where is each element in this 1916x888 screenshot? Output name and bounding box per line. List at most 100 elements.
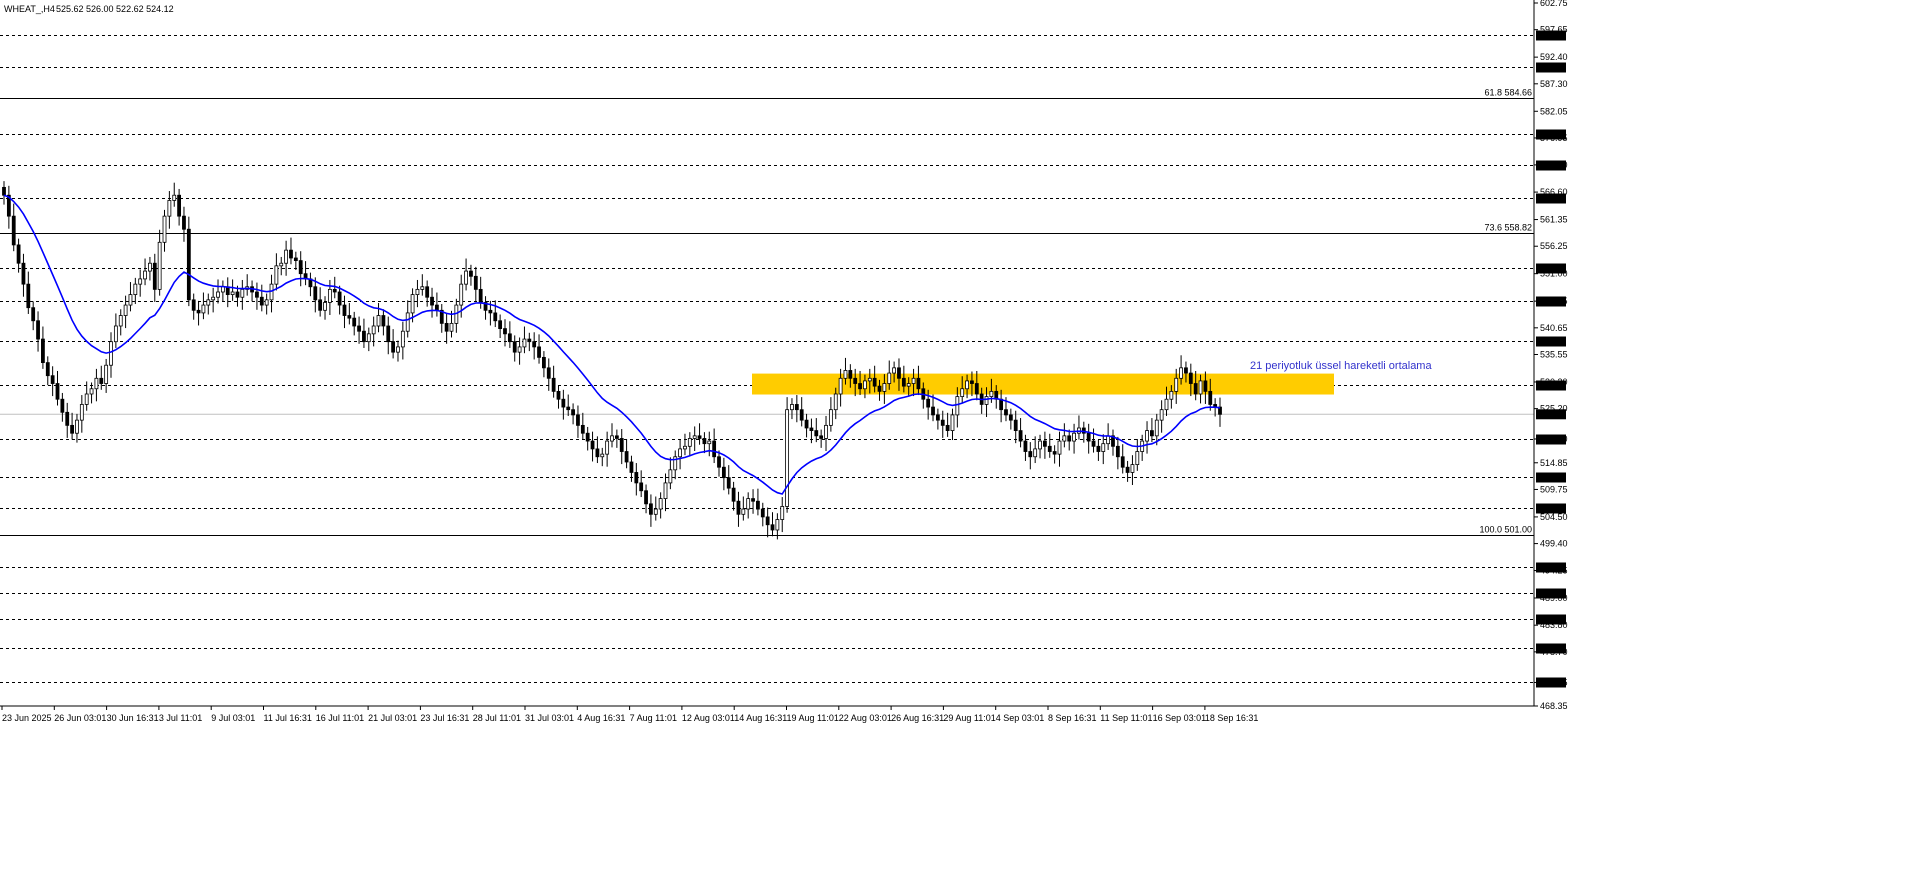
candle-body — [1091, 440, 1096, 447]
candle-body — [712, 440, 717, 458]
candle-body — [848, 370, 853, 379]
candle-body — [887, 372, 892, 384]
candle-body — [84, 393, 89, 405]
candle-body — [483, 302, 488, 311]
symbol-label: WHEAT_,H4 — [4, 4, 55, 14]
candle-body — [94, 377, 99, 390]
candle-body — [1072, 432, 1076, 442]
candle-body — [89, 388, 94, 395]
time-tick-label: 16 Jul 11:01 — [316, 713, 364, 723]
candle-body — [950, 414, 955, 432]
candle-body — [989, 390, 994, 398]
candle-body — [721, 466, 726, 479]
time-tick-label: 3 Jul 11:01 — [159, 713, 202, 723]
candle-body — [760, 508, 765, 518]
time-tick-label: 16 Sep 03:01 — [1153, 713, 1207, 723]
candle-body — [430, 296, 434, 306]
candle-body — [838, 377, 843, 395]
level-price-tag — [1536, 62, 1566, 73]
candle-body — [935, 414, 940, 421]
level-price-label: 565.45 — [1538, 194, 1566, 204]
level-price-tag — [1536, 503, 1566, 514]
time-tick-label: 28 Jul 11:01 — [473, 713, 521, 723]
candle-body — [313, 286, 318, 301]
candle-body — [653, 508, 658, 515]
candle-body — [206, 299, 211, 306]
candle-body — [799, 409, 804, 421]
ema-21-line — [3, 194, 1221, 495]
candle-body — [405, 312, 410, 332]
price-tick-label: 602.75 — [1540, 0, 1568, 8]
candle-body — [556, 390, 561, 400]
candle-body — [420, 286, 425, 290]
candle-body — [473, 275, 478, 290]
candle-body — [576, 414, 580, 426]
candle-body — [1004, 409, 1008, 416]
candle-body — [1203, 380, 1208, 392]
candle-body — [186, 228, 191, 301]
price-tick-label: 582.05 — [1540, 106, 1568, 116]
candle-body — [439, 309, 444, 324]
candle-body — [498, 320, 503, 330]
level-price-tag — [1536, 336, 1566, 347]
time-tick-label: 12 Aug 03:01 — [682, 713, 735, 723]
candle-body — [415, 288, 420, 296]
time-tick-label: 22 Aug 03:01 — [839, 713, 892, 723]
time-tick-label: 23 Jul 16:31 — [420, 713, 469, 723]
candle-body — [1057, 440, 1062, 455]
candle-body — [867, 377, 872, 382]
candle-body — [1125, 466, 1130, 473]
candle-body — [201, 304, 206, 314]
candle-body — [1033, 448, 1038, 458]
candle-body — [1130, 464, 1135, 473]
level-price-label: 506.25 — [1538, 504, 1566, 514]
candle-body — [892, 367, 897, 374]
candle-body — [323, 302, 327, 311]
level-price-label: 529.80 — [1538, 381, 1566, 391]
candle-body — [794, 404, 799, 411]
candle-body — [391, 341, 396, 353]
ema-annotation: 21 periyotluk üssel hareketli ortalama — [1250, 360, 1432, 372]
resistance-zone — [752, 373, 1334, 395]
price-tick-label: 566.60 — [1540, 187, 1568, 197]
candle-body — [960, 388, 965, 398]
candle-body — [152, 262, 157, 290]
price-tick-label: 499.40 — [1540, 539, 1568, 549]
candle-body — [1086, 432, 1091, 442]
candle-body — [113, 325, 118, 343]
level-price-label: 519.40 — [1538, 435, 1566, 445]
candle-body — [906, 383, 911, 387]
price-tick-label: 468.35 — [1540, 701, 1568, 711]
candle-body — [911, 377, 916, 384]
level-price-tag — [1536, 434, 1566, 445]
candle-body — [327, 288, 332, 303]
candle-body — [376, 315, 381, 327]
candle-body — [819, 435, 824, 439]
candle-body — [235, 291, 240, 298]
candle-body — [532, 341, 537, 348]
candle-body — [172, 194, 177, 201]
time-tick-label: 31 Jul 03:01 — [525, 713, 574, 723]
candle-body — [619, 438, 624, 452]
candle-body — [726, 477, 731, 489]
candle-body — [1067, 435, 1072, 442]
candle-body — [542, 356, 546, 369]
candle-body — [1184, 367, 1188, 374]
candle-body — [45, 362, 50, 377]
candle-body — [332, 288, 337, 293]
candle-body — [79, 404, 84, 421]
candle-body — [644, 490, 648, 505]
candle-body — [1111, 435, 1115, 447]
candle-body — [678, 448, 682, 458]
candle-body — [162, 215, 167, 243]
candle-body — [561, 398, 566, 408]
candle-body — [298, 260, 303, 275]
candle-body — [104, 364, 109, 384]
candle-body — [717, 456, 721, 468]
candle-body — [663, 482, 668, 500]
candle-body — [828, 409, 833, 426]
candle-body — [702, 438, 707, 445]
axes: 602.75597.65592.40587.30582.05576.95571.… — [0, 0, 1568, 723]
candle-body — [984, 396, 989, 405]
